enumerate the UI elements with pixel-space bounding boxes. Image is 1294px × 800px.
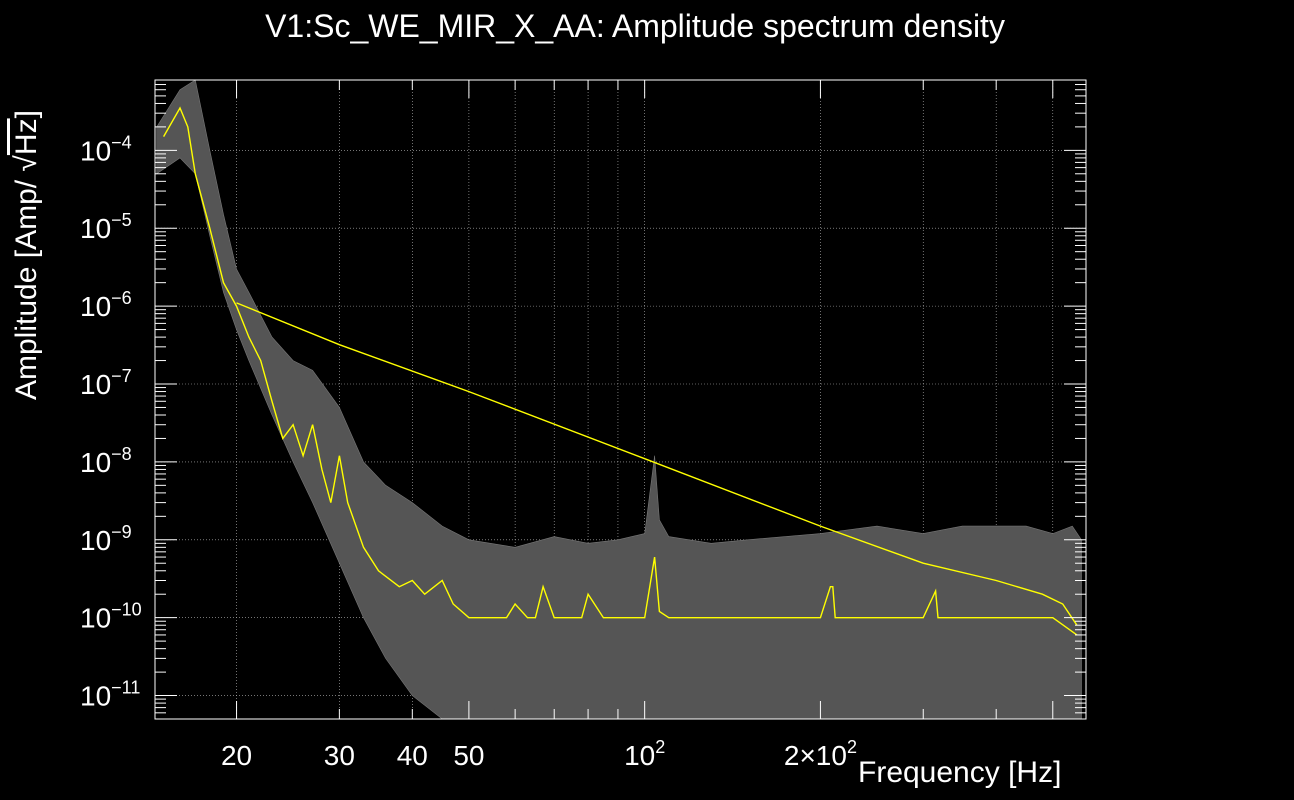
x-tick-label: 20 — [221, 740, 252, 771]
y-tick-label: 10−10 — [80, 600, 142, 634]
spectra-envelope — [156, 79, 1082, 720]
x-tick-label: 102 — [624, 737, 665, 771]
reference-line — [236, 302, 1078, 626]
median-spectrum-line — [162, 106, 1078, 636]
x-axis-label: Frequency [Hz] — [858, 756, 1062, 789]
y-tick-label: 10−8 — [80, 444, 132, 478]
series-lines — [162, 106, 1078, 636]
chart-title: V1:Sc_WE_MIR_X_AA: Amplitude spectrum de… — [265, 8, 1005, 44]
x-tick-labels: 20 30 40 50 102 2×102 — [221, 737, 857, 771]
y-tick-labels: 10−4 10−5 10−6 10−7 10−8 10−9 10−10 10−11 — [80, 132, 142, 711]
x-tick-label: 2×102 — [784, 737, 857, 771]
x-tick-label: 50 — [453, 740, 484, 771]
minor-ticks — [155, 79, 1086, 720]
y-tick-label: 10−6 — [80, 288, 132, 322]
x-tick-label: 30 — [324, 740, 355, 771]
y-tick-label: 10−9 — [80, 522, 132, 556]
plot-frame — [154, 79, 1087, 720]
x-tick-label: 40 — [397, 740, 428, 771]
y-tick-label: 10−7 — [80, 366, 132, 400]
y-tick-label: 10−11 — [80, 678, 140, 712]
y-tick-label: 10−4 — [80, 132, 132, 166]
y-tick-label: 10−5 — [80, 210, 132, 244]
spectra-band — [156, 79, 1082, 720]
